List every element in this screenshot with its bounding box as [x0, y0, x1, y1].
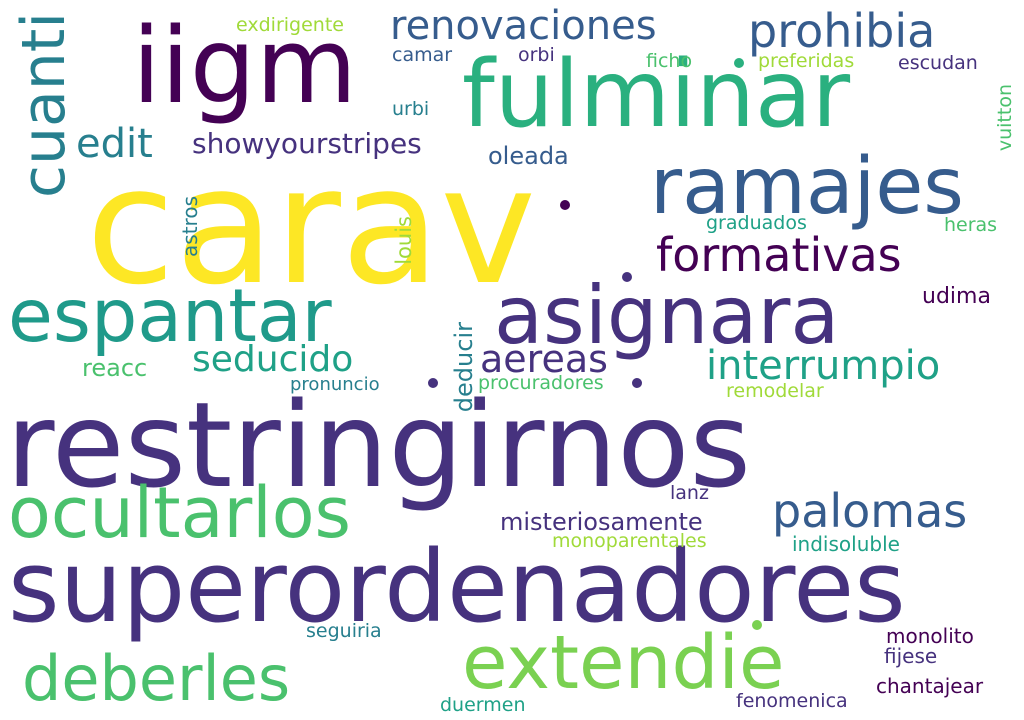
- word-oleada: oleada: [488, 142, 569, 170]
- word-preferidas: preferidas: [758, 50, 855, 72]
- word-aereas: aereas: [480, 337, 608, 381]
- word-renovaciones: renovaciones: [390, 3, 657, 49]
- word-prohibia: prohibia: [748, 4, 936, 58]
- word-monolito: monolito: [886, 624, 974, 648]
- word-showyourstripes: showyourstripes: [192, 127, 422, 160]
- word-orbi: orbi: [518, 44, 555, 66]
- word-espantar: espantar: [8, 274, 332, 359]
- word-iigm: iigm: [132, 5, 358, 127]
- word-exdirigente: exdirigente: [236, 14, 344, 36]
- word-seguiria: seguiria: [306, 620, 382, 642]
- dot-marker: [734, 58, 744, 68]
- word-duermen: duermen: [440, 694, 526, 716]
- word-fenomenica: fenomenica: [736, 690, 848, 712]
- word-indisoluble: indisoluble: [792, 532, 900, 556]
- word-udima: udima: [922, 284, 991, 309]
- word-camar: camar: [392, 44, 453, 66]
- word-formativas: formativas: [656, 228, 902, 282]
- word-ficho: ficho: [646, 50, 693, 72]
- word-escudan: escudan: [898, 52, 978, 74]
- word-vuitton: vuitton: [994, 84, 1016, 152]
- word-heras: heras: [944, 214, 998, 236]
- word-extendie: extendie: [462, 620, 785, 706]
- word-chantajear: chantajear: [876, 674, 984, 698]
- word-deberles: deberles: [22, 642, 291, 715]
- word-misteriosamente: misteriosamente: [500, 508, 703, 536]
- word-procuradores: procuradores: [478, 372, 604, 394]
- word-reacc: reacc: [82, 354, 148, 382]
- word-asignara: asignara: [494, 269, 840, 362]
- word-carav: carav: [86, 133, 537, 321]
- word-lanz: lanz: [670, 482, 709, 504]
- word-urbi: urbi: [392, 98, 430, 120]
- word-pronuncio: pronuncio: [290, 374, 380, 395]
- word-astros: astros: [178, 196, 202, 257]
- word-restringirnos: restringirnos: [6, 376, 751, 514]
- word-ocultarlos: ocultarlos: [8, 472, 351, 554]
- word-graduados: graduados: [706, 212, 807, 234]
- dot-marker: [560, 200, 570, 210]
- word-palomas: palomas: [772, 484, 968, 538]
- word-edit: edit: [76, 121, 153, 167]
- word-deducir: deducir: [450, 322, 478, 413]
- word-fulminar: fulminar: [462, 40, 851, 148]
- word-louis: louis: [392, 216, 416, 265]
- word-interrumpio: interrumpio: [706, 343, 941, 389]
- word-ramajes: ramajes: [650, 142, 964, 232]
- word-cuanti: cuanti: [9, 12, 79, 199]
- dot-marker: [428, 378, 438, 388]
- dot-marker: [752, 620, 762, 630]
- word-remodelar: remodelar: [726, 380, 824, 402]
- word-monoparentales: monoparentales: [552, 530, 707, 552]
- word-fijese: fijese: [884, 644, 938, 668]
- dot-marker: [622, 272, 632, 282]
- word-seducido: seducido: [192, 339, 354, 380]
- dot-marker: [632, 378, 642, 388]
